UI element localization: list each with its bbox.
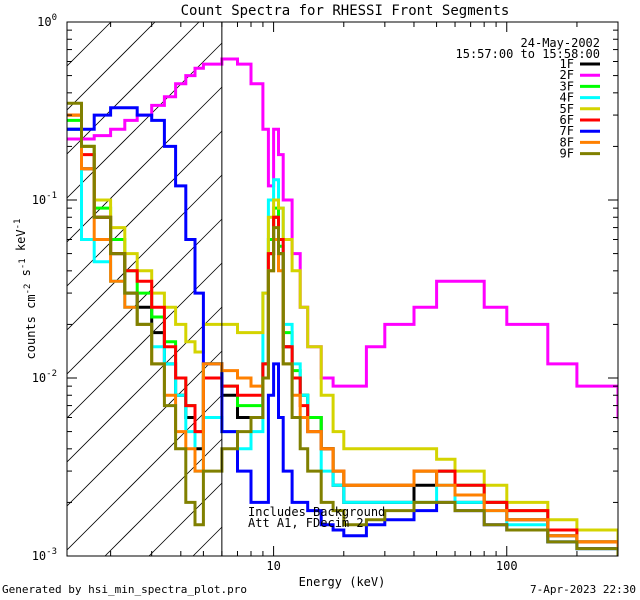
legend-label-5F: 5F — [560, 102, 574, 116]
legend-label-3F: 3F — [560, 79, 574, 93]
y-tick-label: 10-3 — [32, 547, 57, 563]
hatch-line — [67, 42, 223, 199]
legend-label-9F: 9F — [560, 147, 574, 161]
x-axis-label: Energy (keV) — [299, 575, 386, 589]
series-layer — [67, 57, 618, 556]
chart-title: Count Spectra for RHESSI Front Segments — [181, 3, 510, 19]
hatch-line — [67, 22, 156, 111]
y-tick-label: 10-2 — [32, 369, 57, 385]
x-tick-label: 100 — [496, 559, 518, 573]
legend-label-8F: 8F — [560, 135, 574, 149]
background-hatch-region — [67, 22, 223, 556]
hatch-line — [67, 22, 112, 67]
hatch-line — [148, 482, 223, 556]
hatch-line — [67, 350, 223, 507]
axes: 10 100 100 10-1 10-2 10-3 — [32, 13, 619, 573]
y-tick-label: 10-1 — [32, 191, 57, 207]
hatch-line — [67, 86, 223, 243]
hatch-line — [67, 306, 223, 463]
annotation-background: Includes Background — [248, 505, 385, 519]
hatch-line — [67, 262, 223, 419]
legend-label-4F: 4F — [560, 91, 574, 105]
annotation-attenuator: Att A1, FDecim 2 — [248, 516, 364, 530]
timestamp-label: 7-Apr-2023 22:30 — [530, 583, 636, 596]
series-line-2F — [67, 57, 618, 419]
hatch-line — [67, 174, 223, 331]
series-line-6F — [67, 113, 618, 551]
hatch-line — [67, 22, 200, 155]
legend-label-2F: 2F — [560, 68, 574, 82]
y-axis-label: counts cm-2 s-1 keV-1 — [13, 219, 38, 360]
x-tick-label: 10 — [266, 559, 280, 573]
y-tick-label: 100 — [37, 13, 57, 29]
time-range-label: 15:57:00 to 15:58:00 — [456, 47, 601, 61]
hatch-line — [192, 526, 223, 556]
date-label: 24-May-2002 — [521, 36, 600, 50]
plot-frame — [66, 21, 619, 557]
series-line-9F — [67, 101, 618, 556]
legend-label-7F: 7F — [560, 124, 574, 138]
generated-by-label: Generated by hsi_min_spectra_plot.pro — [2, 583, 248, 596]
legend-label-1F: 1F — [560, 57, 574, 71]
legend-label-6F: 6F — [560, 113, 574, 127]
